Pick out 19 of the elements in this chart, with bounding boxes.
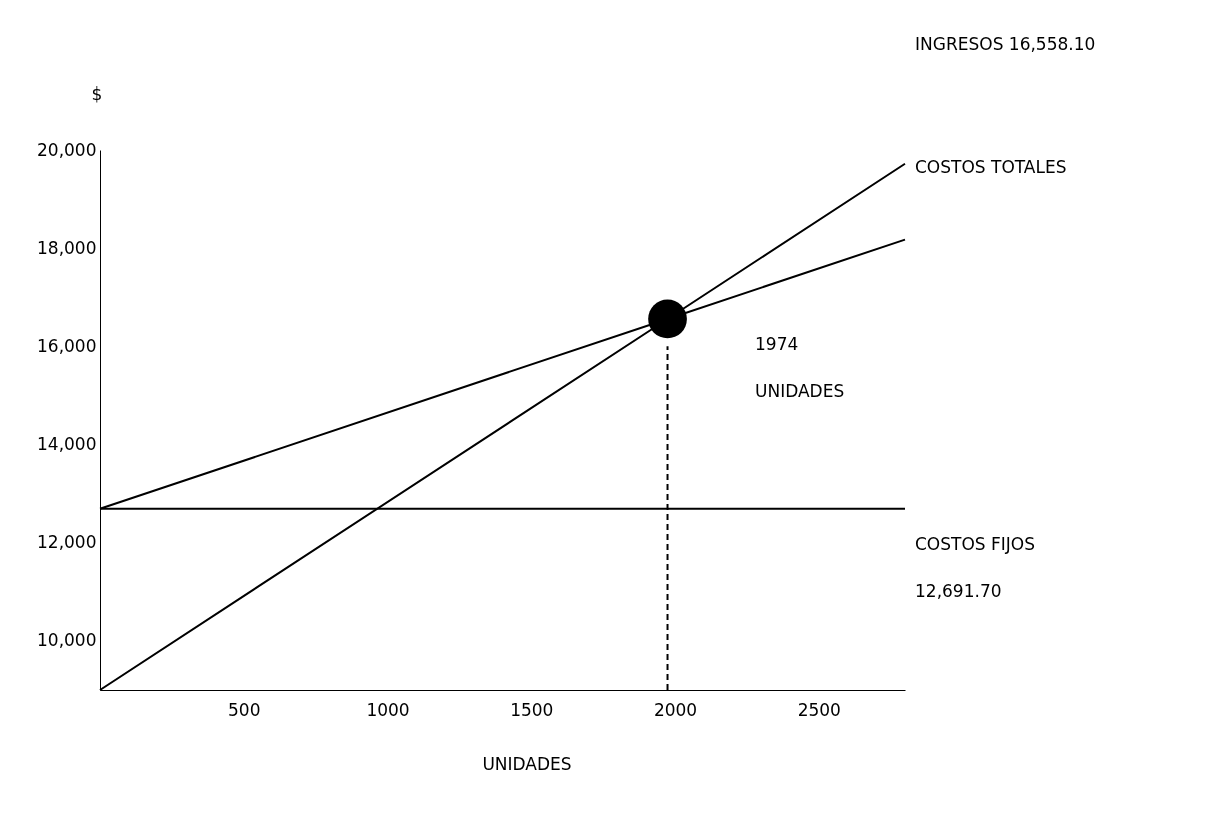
y-tick-label: 12,000 xyxy=(37,532,97,553)
y-tick-label: 16,000 xyxy=(37,335,97,356)
y-axis-title: $ xyxy=(91,84,103,104)
y-tick-label: 10,000 xyxy=(37,630,97,651)
annotation: 1974 xyxy=(755,334,799,354)
text: 12,691.70 xyxy=(915,581,1002,601)
text: COSTOS FIJOS xyxy=(915,534,1035,554)
y-tick-label: 14,000 xyxy=(37,434,97,455)
y-tick-label: 18,000 xyxy=(37,237,97,258)
annotation: UNIDADES xyxy=(755,381,845,401)
text: COSTOS TOTALES xyxy=(915,157,1067,177)
x-tick-label: 1500 xyxy=(510,699,554,720)
x-tick-label: 1000 xyxy=(366,699,410,720)
x-tick-label: 2500 xyxy=(797,699,841,720)
x-tick-label: 2000 xyxy=(653,699,698,720)
text: INGRESOS 16,558.10 xyxy=(915,34,1096,54)
x-tick-label: 500 xyxy=(228,699,261,720)
x-axis-title: UNIDADES xyxy=(482,754,572,774)
y-tick-label: 20,000 xyxy=(37,139,97,160)
